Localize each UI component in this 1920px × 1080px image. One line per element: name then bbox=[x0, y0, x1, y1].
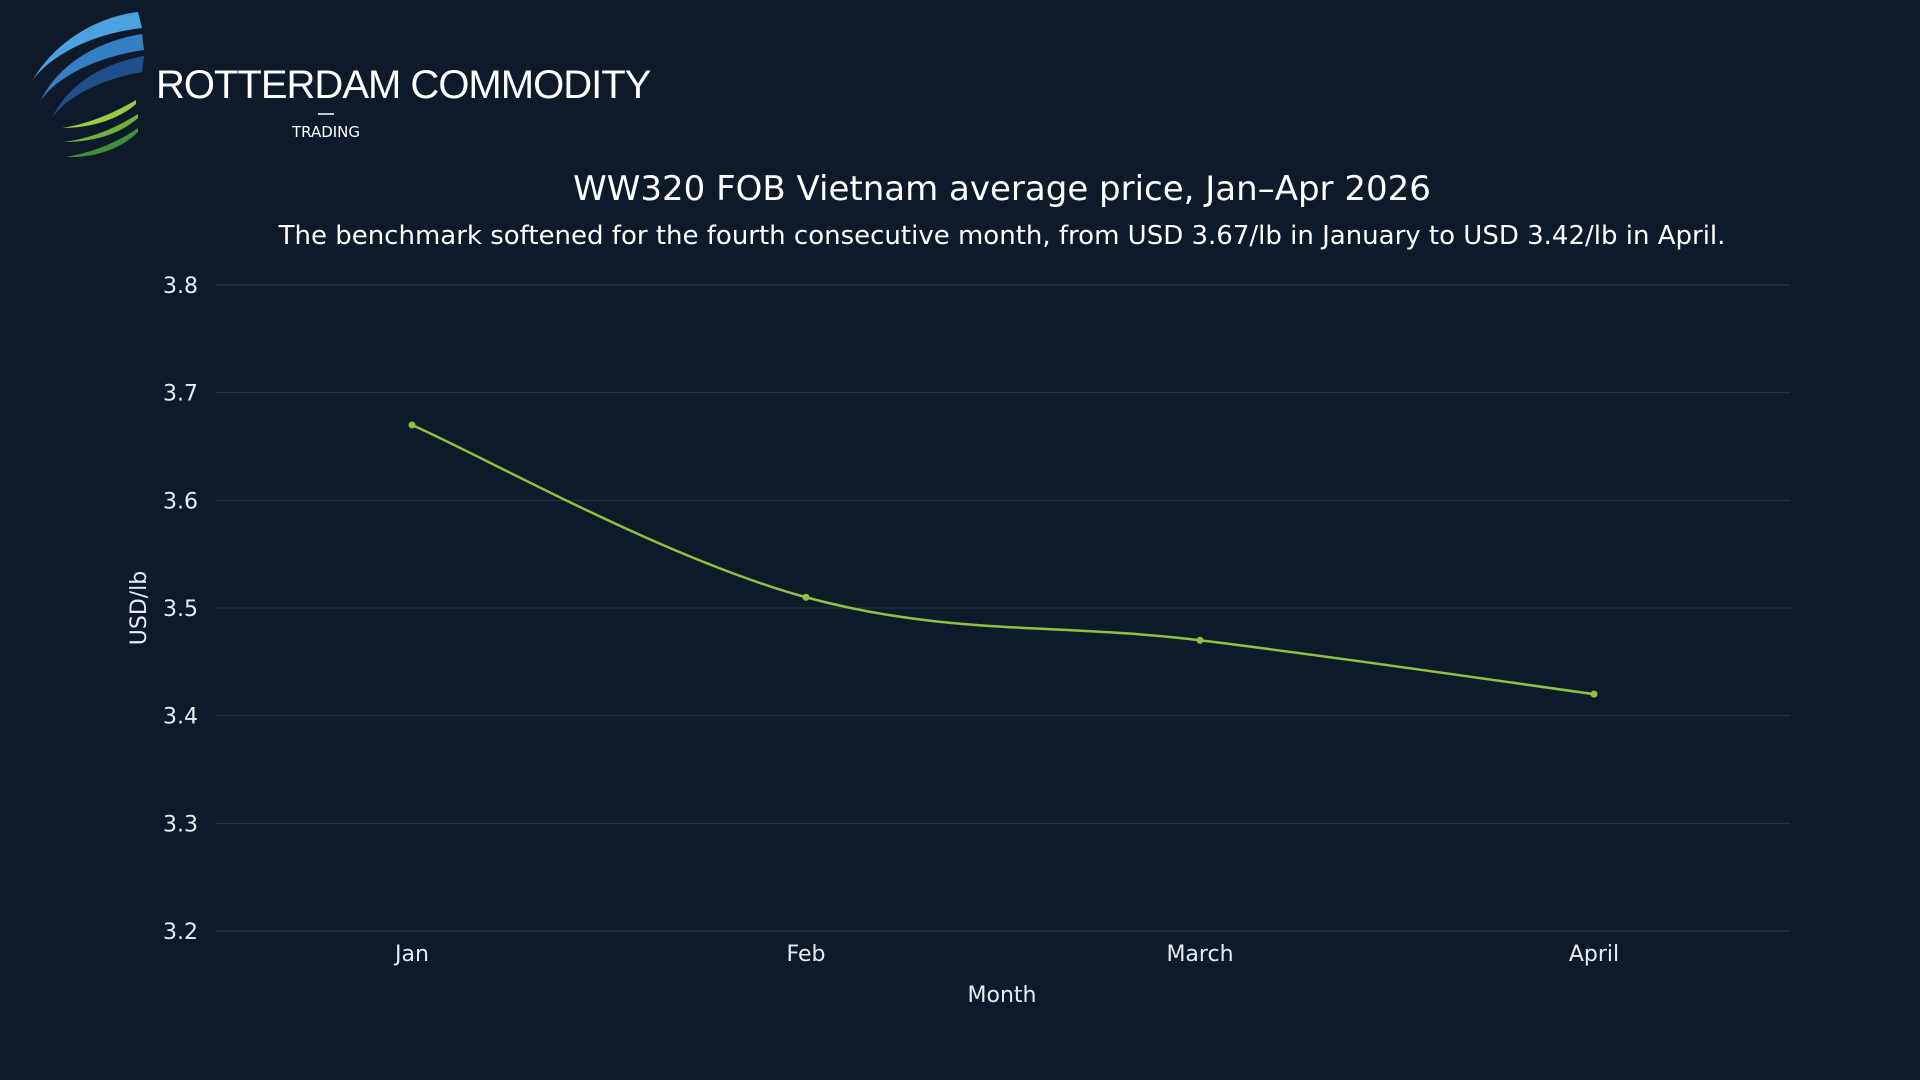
brand-logo: ROTTERDAM COMMODITY TRADING bbox=[30, 12, 652, 158]
y-tick-label: 3.7 bbox=[163, 382, 198, 407]
x-tick-label: April bbox=[1569, 942, 1619, 967]
series bbox=[408, 421, 1598, 698]
y-axis-ticks: 3.2 3.3 3.4 3.5 3.6 3.7 3.8 bbox=[163, 274, 198, 945]
y-tick-label: 3.3 bbox=[163, 812, 198, 837]
data-point[interactable] bbox=[1590, 690, 1598, 698]
chart-subtitle: The benchmark softened for the fourth co… bbox=[278, 221, 1726, 251]
y-tick-label: 3.6 bbox=[163, 489, 198, 514]
x-axis-title: Month bbox=[968, 983, 1037, 1008]
y-tick-label: 3.8 bbox=[163, 274, 198, 299]
x-tick-label: Feb bbox=[787, 942, 826, 967]
gridlines bbox=[215, 284, 1790, 932]
y-tick-label: 3.4 bbox=[163, 705, 198, 730]
x-tick-label: Jan bbox=[393, 942, 429, 967]
x-axis-ticks: Jan Feb March April bbox=[393, 942, 1619, 967]
brand-subtitle: TRADING bbox=[291, 123, 360, 141]
y-axis-title: USD/lb bbox=[127, 571, 152, 646]
y-tick-label: 3.2 bbox=[163, 920, 198, 945]
data-point[interactable] bbox=[1196, 636, 1204, 644]
logo-mark-icon bbox=[30, 12, 144, 158]
data-point[interactable] bbox=[802, 593, 810, 601]
brand-name: ROTTERDAM COMMODITY bbox=[156, 63, 651, 107]
x-tick-label: March bbox=[1166, 942, 1233, 967]
series-line bbox=[410, 423, 1596, 696]
data-point[interactable] bbox=[408, 421, 416, 429]
chart-title: WW320 FOB Vietnam average price, Jan–Apr… bbox=[573, 169, 1431, 209]
y-tick-label: 3.5 bbox=[163, 597, 198, 622]
